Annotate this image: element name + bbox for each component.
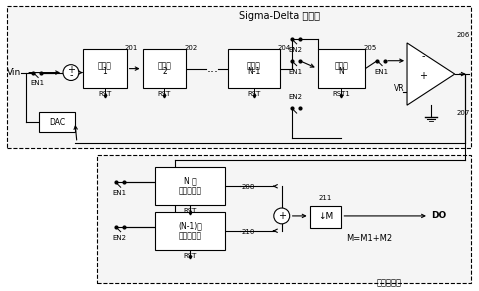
Text: RST: RST bbox=[247, 91, 261, 97]
Bar bbox=[156, 168, 225, 205]
Text: 205: 205 bbox=[363, 45, 376, 51]
Text: +: + bbox=[278, 211, 286, 221]
FancyBboxPatch shape bbox=[7, 6, 471, 148]
Text: RST1: RST1 bbox=[332, 91, 350, 97]
Bar bbox=[83, 49, 126, 88]
Text: RST: RST bbox=[98, 91, 112, 97]
Text: 207: 207 bbox=[457, 110, 470, 116]
Text: DAC: DAC bbox=[49, 118, 65, 127]
Text: EN2: EN2 bbox=[289, 47, 303, 53]
Text: N: N bbox=[339, 67, 344, 76]
Text: 积分器: 积分器 bbox=[98, 61, 112, 70]
Text: N 阶: N 阶 bbox=[184, 177, 197, 186]
Text: EN2: EN2 bbox=[113, 235, 127, 241]
Text: RST: RST bbox=[158, 91, 171, 97]
Bar bbox=[318, 49, 365, 88]
Text: EN1: EN1 bbox=[30, 81, 44, 86]
Text: (N-1)阶: (N-1)阶 bbox=[178, 221, 202, 230]
Text: Vin: Vin bbox=[7, 68, 22, 77]
Text: +: + bbox=[67, 65, 75, 74]
Bar bbox=[228, 49, 280, 88]
Text: -: - bbox=[69, 70, 73, 81]
Polygon shape bbox=[407, 43, 455, 105]
Bar bbox=[156, 212, 225, 250]
Text: 抽取滤波器: 抽取滤波器 bbox=[376, 278, 401, 287]
Text: 2: 2 bbox=[162, 67, 167, 76]
Text: -: - bbox=[421, 51, 425, 61]
Text: ↓M: ↓M bbox=[318, 212, 333, 221]
Text: 206: 206 bbox=[457, 32, 470, 38]
FancyBboxPatch shape bbox=[97, 155, 471, 283]
Text: 202: 202 bbox=[184, 45, 197, 51]
Text: ...: ... bbox=[206, 62, 218, 75]
Bar bbox=[39, 112, 75, 132]
Text: 积分器: 积分器 bbox=[158, 61, 171, 70]
Text: Sigma-Delta 调制器: Sigma-Delta 调制器 bbox=[240, 11, 320, 21]
Bar bbox=[143, 49, 186, 88]
Text: VR: VR bbox=[394, 84, 404, 93]
Circle shape bbox=[274, 208, 290, 224]
Text: 积分器: 积分器 bbox=[334, 61, 348, 70]
Text: 1: 1 bbox=[103, 67, 107, 76]
Text: DO: DO bbox=[431, 212, 446, 220]
Text: 211: 211 bbox=[319, 195, 332, 201]
Circle shape bbox=[63, 65, 79, 81]
Text: N-1: N-1 bbox=[247, 67, 261, 76]
Text: +: + bbox=[419, 70, 427, 81]
Text: EN1: EN1 bbox=[374, 69, 388, 74]
Text: RST: RST bbox=[183, 208, 197, 214]
Text: 210: 210 bbox=[242, 229, 255, 235]
Text: RST: RST bbox=[183, 253, 197, 258]
Text: 数字滤波器: 数字滤波器 bbox=[179, 231, 202, 240]
Text: 数字滤波器: 数字滤波器 bbox=[179, 187, 202, 196]
Bar bbox=[309, 206, 342, 228]
Text: EN2: EN2 bbox=[289, 94, 303, 100]
Text: 204: 204 bbox=[278, 45, 291, 51]
Text: 208: 208 bbox=[242, 184, 255, 190]
Text: M=M1+M2: M=M1+M2 bbox=[346, 234, 392, 243]
Text: 201: 201 bbox=[125, 45, 138, 51]
Text: 积分器: 积分器 bbox=[247, 61, 261, 70]
Text: EN1: EN1 bbox=[113, 190, 127, 196]
Text: EN1: EN1 bbox=[289, 69, 303, 74]
